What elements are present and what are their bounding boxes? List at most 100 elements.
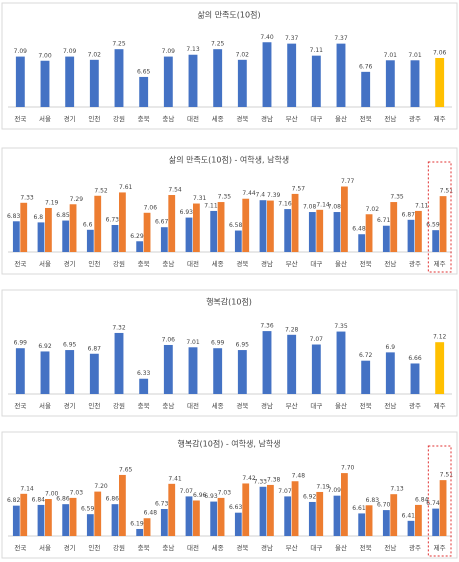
bar	[336, 43, 346, 107]
bar	[213, 348, 223, 394]
value-label: 7.01	[186, 339, 200, 346]
value-label: 7.03	[70, 489, 84, 496]
bar	[237, 59, 247, 107]
x-tick-label: 제주	[434, 544, 446, 552]
x-tick-label: 경남	[261, 543, 273, 552]
x-tick-label: 대구	[310, 115, 322, 123]
bar	[284, 209, 292, 252]
bar	[262, 331, 272, 394]
bar	[62, 220, 70, 252]
value-label: 6.59	[426, 222, 440, 229]
x-tick-label: 서울	[39, 114, 51, 123]
chart-title: 행복감(10점)	[206, 297, 252, 307]
value-label: 7.37	[334, 35, 348, 42]
x-tick-label: 강원	[113, 114, 125, 123]
value-label: 6.41	[402, 512, 416, 519]
bar	[333, 495, 341, 536]
bar	[12, 505, 20, 536]
bar	[361, 71, 371, 107]
value-label: 6.63	[229, 504, 243, 511]
bar	[234, 512, 242, 536]
x-tick-label: 제주	[434, 260, 446, 268]
chart-title: 삶의 만족도(10점)	[197, 10, 260, 20]
value-label: 7.06	[144, 204, 158, 211]
value-label: 7.41	[168, 475, 182, 482]
value-label: 6.72	[359, 352, 373, 359]
x-tick-label: 서울	[39, 259, 51, 268]
value-label: 7.32	[112, 324, 126, 331]
bar	[114, 49, 124, 107]
x-tick-label: 대구	[310, 544, 322, 552]
value-label: 7.36	[260, 323, 274, 330]
bar	[259, 486, 267, 536]
value-label: 7.65	[119, 466, 133, 473]
value-label: 6.70	[377, 502, 391, 509]
value-label: 7.09	[328, 487, 342, 494]
bar	[217, 497, 225, 536]
bar	[119, 192, 126, 252]
bar	[432, 230, 440, 252]
bar	[262, 42, 272, 107]
x-tick-label: 충남	[162, 401, 174, 410]
x-tick-label: 세종	[212, 259, 224, 268]
value-label: 7.07	[278, 488, 292, 495]
bar	[311, 55, 321, 107]
bar	[86, 514, 94, 536]
x-tick-label: 부산	[286, 543, 298, 552]
value-label: 7.42	[242, 475, 256, 482]
bar	[234, 230, 242, 252]
value-label: 7.11	[310, 47, 324, 54]
bar	[341, 186, 348, 252]
bar	[410, 363, 420, 394]
bar	[168, 195, 176, 252]
x-tick-label: 경기	[64, 401, 76, 410]
bar	[188, 54, 198, 107]
bar	[15, 348, 25, 394]
bar	[20, 202, 28, 252]
value-label: 7.14	[20, 485, 34, 492]
x-tick-label: 울산	[335, 543, 347, 552]
x-tick-label: 경남	[261, 259, 273, 268]
x-tick-label: 경북	[236, 543, 248, 552]
value-label: 6.87	[402, 211, 416, 218]
bar	[267, 200, 274, 252]
value-label: 7.07	[180, 488, 194, 495]
bar	[111, 504, 119, 536]
value-label: 6.99	[211, 340, 225, 347]
value-label: 7.01	[384, 52, 398, 59]
x-tick-label: 전남	[384, 401, 396, 410]
bar	[94, 491, 102, 536]
value-label: 6.9	[386, 344, 396, 351]
bar	[439, 196, 447, 252]
bar	[284, 496, 292, 536]
x-tick-label: 울산	[335, 259, 347, 268]
x-tick-label: 제주	[434, 115, 446, 123]
value-label: 6.29	[130, 233, 144, 240]
bar	[45, 499, 52, 536]
bar	[136, 241, 144, 252]
bar	[242, 198, 250, 252]
value-label: 6.48	[144, 510, 158, 517]
bar	[89, 59, 99, 107]
value-label: 6.86	[106, 496, 120, 503]
bar	[407, 520, 415, 536]
value-label: 7.16	[278, 201, 292, 208]
value-label: 6.83	[366, 497, 380, 504]
x-tick-label: 충남	[162, 114, 174, 123]
bar	[415, 504, 422, 536]
bar	[435, 57, 445, 107]
value-label: 7.52	[94, 187, 108, 194]
x-tick-label: 서울	[39, 401, 51, 410]
bar	[139, 76, 149, 107]
value-label: 7.06	[433, 49, 447, 56]
bar	[365, 505, 373, 536]
bar	[336, 331, 346, 394]
bar	[242, 483, 250, 536]
bar	[37, 504, 45, 536]
x-tick-label: 전남	[384, 543, 396, 552]
value-label: 6.93	[180, 209, 194, 216]
x-tick-label: 전북	[360, 543, 372, 552]
value-label: 7.35	[218, 194, 232, 201]
value-label: 7.57	[292, 185, 306, 192]
x-tick-label: 전국	[14, 401, 26, 410]
